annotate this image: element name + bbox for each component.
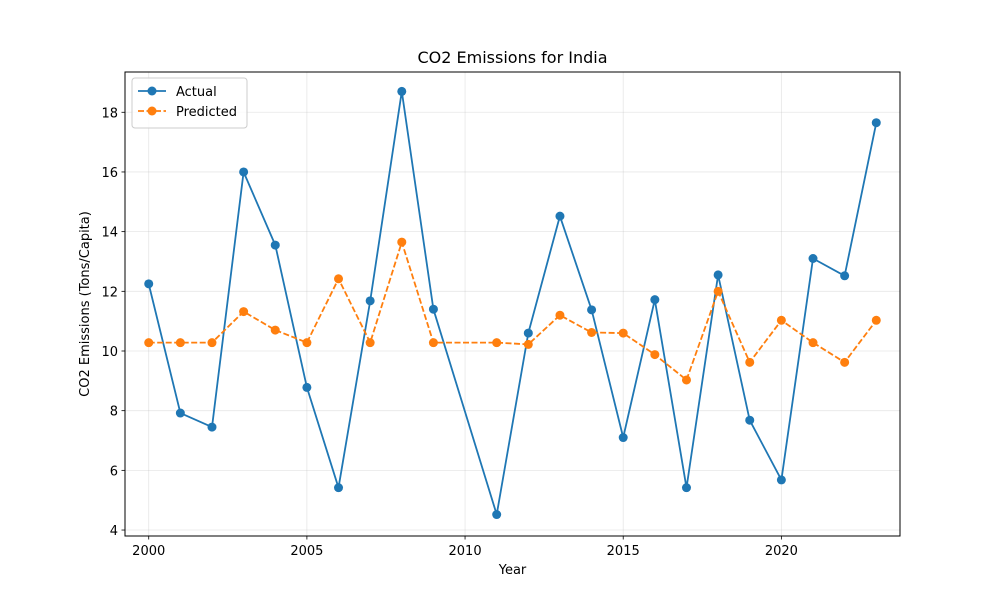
data-point-actual [808,253,818,263]
x-tick-label: 2000 [132,544,165,559]
data-point-predicted [523,339,533,349]
data-point-predicted [587,327,597,337]
y-tick-label: 14 [101,226,118,241]
data-point-predicted [175,338,185,348]
data-point-predicted [492,338,502,348]
legend-marker-predicted [147,106,157,116]
x-tick-label: 2015 [607,544,640,559]
data-point-actual [397,86,407,96]
data-point-predicted [144,338,154,348]
y-tick-label: 4 [110,524,118,539]
y-tick-label: 16 [101,166,118,181]
data-point-actual [650,295,660,305]
data-point-actual [555,211,565,221]
data-point-actual [776,475,786,485]
data-point-predicted [207,338,217,348]
y-tick-label: 18 [101,106,118,121]
data-point-actual [681,483,691,493]
data-point-predicted [428,338,438,348]
data-point-actual [270,240,280,250]
grid [125,72,900,536]
data-point-actual [175,408,185,418]
legend-label-actual: Actual [176,85,217,100]
data-point-predicted [713,286,723,296]
data-point-predicted [745,357,755,367]
x-tick-label: 2020 [765,544,798,559]
data-point-predicted [270,325,280,335]
data-point-predicted [302,338,312,348]
data-point-predicted [334,274,344,284]
data-point-predicted [650,350,660,360]
x-tick-label: 2010 [449,544,482,559]
data-point-actual [871,118,881,128]
data-point-actual [428,304,438,314]
data-point-predicted [871,315,881,325]
data-point-actual [587,305,597,315]
data-point-actual [618,433,628,443]
data-point-actual [523,328,533,338]
data-point-predicted [618,328,628,338]
data-point-actual [713,270,723,280]
data-point-actual [365,296,375,306]
data-point-actual [334,483,344,493]
chart-title: CO2 Emissions for India [418,48,608,67]
x-axis-label: Year [498,563,527,578]
data-point-predicted [555,310,565,320]
series-actual [144,86,881,520]
data-point-actual [745,415,755,425]
legend: Actual Predicted [131,77,248,129]
y-axis-label: CO2 Emissions (Tons/Capita) [78,211,93,397]
legend-label-predicted: Predicted [176,105,237,120]
data-point-actual [144,279,154,289]
data-point-predicted [397,237,407,247]
series-predicted [144,237,881,385]
y-tick-label: 12 [101,285,118,300]
series-layer [144,86,881,520]
data-point-predicted [365,338,375,348]
y-tick-label: 6 [110,464,118,479]
data-point-predicted [776,315,786,325]
axis-ticks: 2000 2005 2010 2015 2020 4 6 8 10 12 14 16 18 [101,106,797,559]
data-point-actual [207,422,217,432]
data-point-actual [302,382,312,392]
data-point-actual [840,271,850,281]
plot-area-frame [124,71,901,537]
data-point-predicted [840,357,850,367]
data-point-predicted [681,375,691,385]
y-tick-label: 10 [101,345,118,360]
data-point-predicted [808,338,818,348]
y-tick-label: 8 [110,405,118,420]
data-point-predicted [239,307,249,317]
x-tick-label: 2005 [290,544,323,559]
data-point-actual [492,510,502,520]
legend-marker-actual [147,86,157,96]
data-point-actual [239,167,249,177]
